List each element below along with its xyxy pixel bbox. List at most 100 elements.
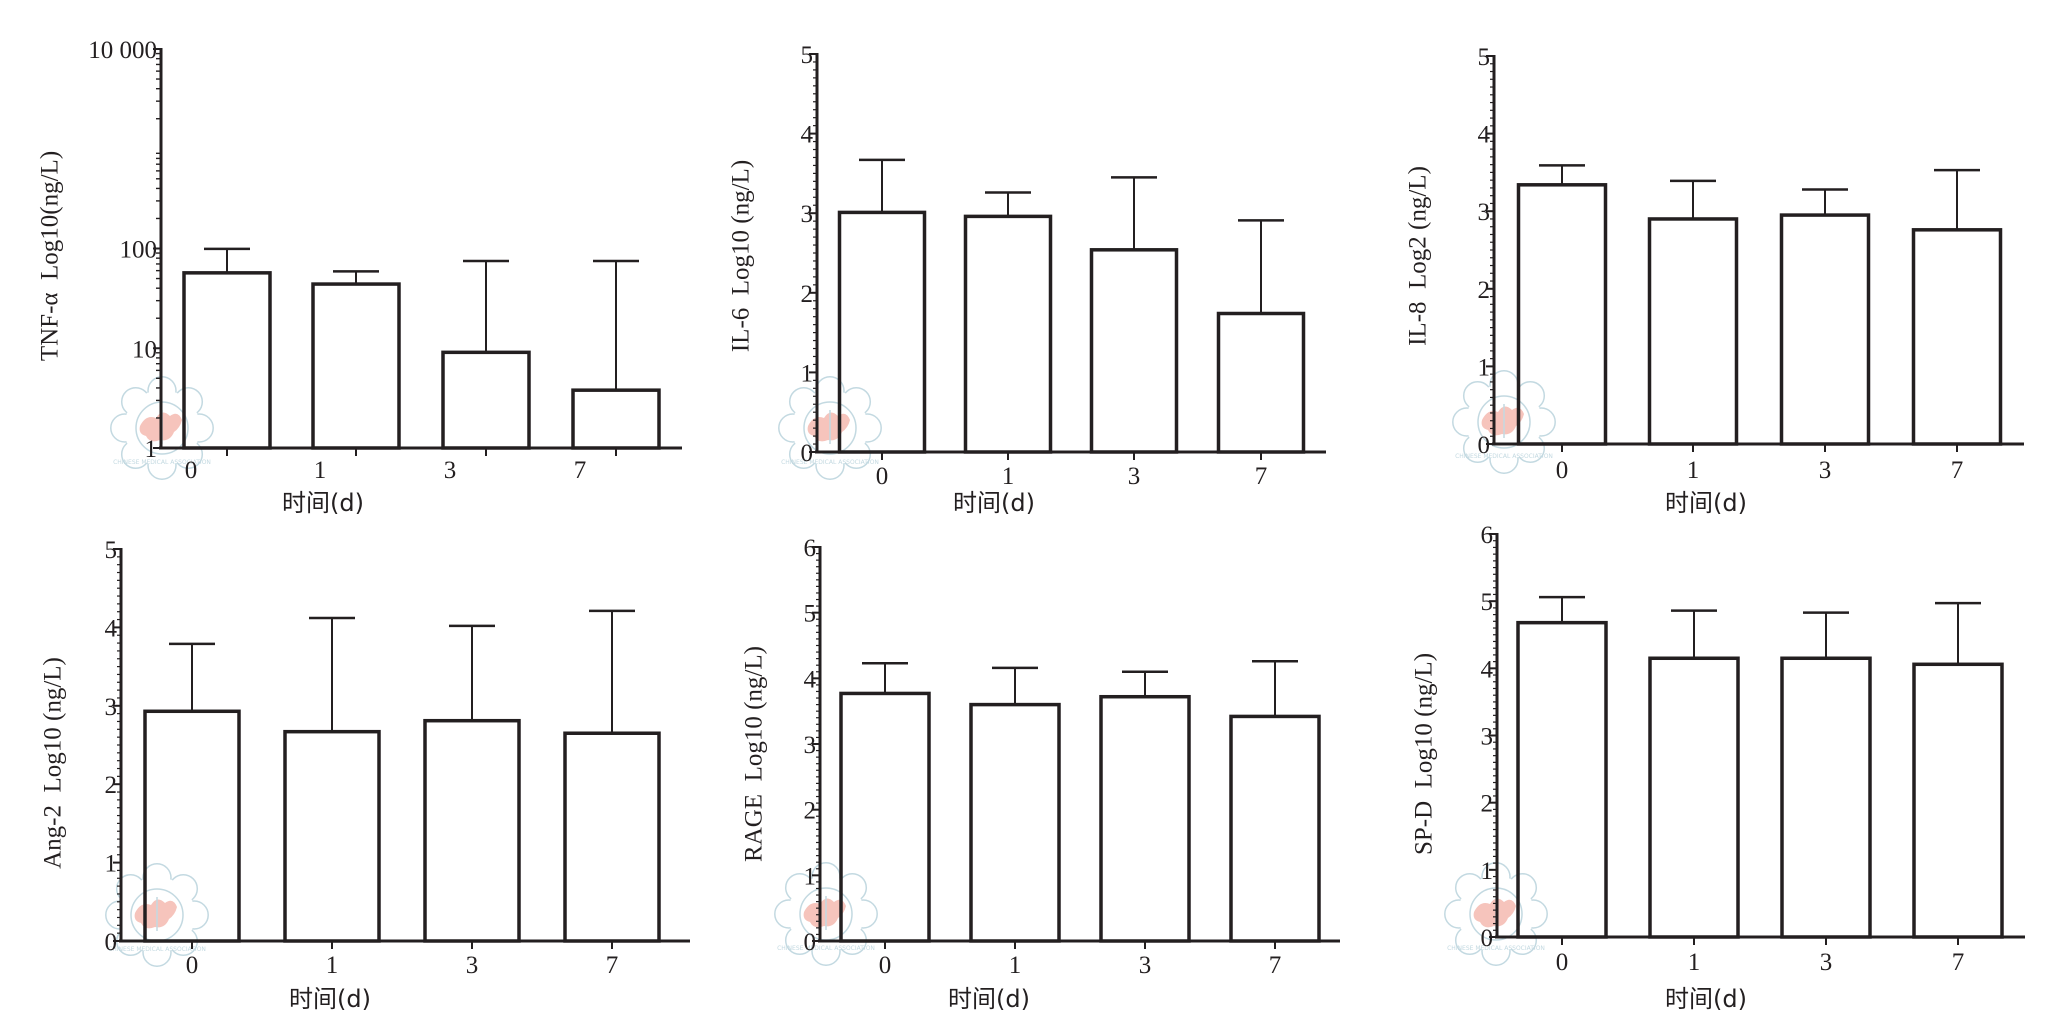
y-tick-label: 1	[1478, 354, 1491, 381]
bar-7	[563, 731, 661, 943]
y-tick-label: 6	[804, 535, 817, 562]
y-axis-title: TNF-α Log10(ng/L)	[37, 151, 64, 361]
y-tick-label: 0	[1481, 925, 1494, 952]
bar-3	[1089, 248, 1179, 454]
bar-3	[1780, 656, 1872, 939]
x-tick-label: 7	[574, 457, 587, 484]
seal-map-shape	[1473, 898, 1516, 928]
x-tick-label: 1	[1687, 457, 1700, 484]
seal-text: CHINESE MEDICAL ASSOCIATION	[781, 459, 879, 466]
x-tick-label: 0	[1556, 457, 1569, 484]
y-tick-label: 1	[145, 436, 158, 463]
x-tick-label: 3	[1819, 457, 1832, 484]
y-tick-label: 3	[1481, 724, 1494, 751]
y-tick-label: 3	[1478, 199, 1491, 226]
x-tick-label: 7	[1269, 952, 1282, 979]
y-axis-title: SP-D Log10 (ng/L)	[1411, 653, 1438, 855]
bar-1	[1648, 656, 1740, 939]
x-tick-label: 1	[1002, 463, 1015, 490]
y-tick-label: 0	[105, 929, 118, 956]
bar-3	[423, 718, 521, 943]
y-tick-label: 1	[804, 863, 817, 890]
y-tick-label: 6	[1481, 522, 1494, 549]
bar-7	[1229, 714, 1321, 943]
x-tick-label: 1	[314, 457, 327, 484]
y-tick-label: 2	[1481, 791, 1494, 818]
x-tick-label: 3	[1820, 949, 1833, 976]
bar-3	[1099, 694, 1191, 943]
x-tick-label: 3	[466, 952, 479, 979]
bar-1	[969, 702, 1061, 943]
y-tick-label: 4	[105, 615, 118, 642]
seal-text: CHINESE MEDICAL ASSOCIATION	[777, 945, 875, 952]
y-tick-label: 4	[801, 122, 814, 149]
y-tick-label: 1	[1481, 858, 1494, 885]
x-tick-label: 7	[1951, 457, 1964, 484]
x-tick-label: 1	[1009, 952, 1022, 979]
x-axis-title: 时间(d)	[282, 489, 364, 517]
y-tick-label: 4	[804, 666, 817, 693]
y-tick-label: 2	[105, 772, 118, 799]
x-tick-label: 7	[1255, 463, 1268, 490]
bar-1	[311, 282, 401, 450]
bar-7	[571, 388, 661, 450]
x-axis-title: 时间(d)	[948, 985, 1030, 1013]
x-axis-title: 时间(d)	[1665, 489, 1747, 517]
seal-map-shape	[803, 898, 846, 928]
y-tick-label: 2	[804, 798, 817, 825]
bar-7	[1912, 662, 2004, 939]
y-tick-label: 5	[804, 601, 817, 628]
x-axis-title: 时间(d)	[953, 489, 1035, 517]
x-tick-label: 3	[1128, 463, 1141, 490]
y-tick-label: 1	[801, 360, 814, 387]
bar-3	[1779, 213, 1871, 446]
x-tick-label: 0	[185, 457, 198, 484]
x-tick-label: 1	[1688, 949, 1701, 976]
x-axis-title: 时间(d)	[1665, 985, 1747, 1013]
x-tick-label: 7	[1952, 949, 1965, 976]
x-tick-label: 0	[879, 952, 892, 979]
x-axis-title: 时间(d)	[289, 985, 371, 1013]
y-tick-label: 100	[120, 237, 158, 264]
y-axis-title: RAGE Log10 (ng/L)	[741, 646, 768, 862]
chinese-medical-association-seal-icon: CHINESE MEDICAL ASSOCIATION	[778, 376, 882, 480]
x-tick-label: 0	[876, 463, 889, 490]
y-tick-label: 0	[804, 929, 817, 956]
seal-inner-ring	[803, 401, 857, 455]
y-tick-label: 4	[1478, 122, 1491, 149]
y-tick-label: 2	[801, 281, 814, 308]
x-tick-label: 3	[444, 457, 457, 484]
y-tick-label: 0	[1478, 432, 1491, 459]
y-tick-label: 3	[105, 694, 118, 721]
bar-1	[1647, 217, 1739, 446]
y-tick-label: 5	[1478, 44, 1491, 71]
x-tick-label: 3	[1139, 952, 1152, 979]
y-tick-label: 5	[1481, 589, 1494, 616]
chinese-medical-association-seal-icon: CHINESE MEDICAL ASSOCIATION	[1452, 370, 1556, 474]
y-tick-label: 1	[105, 851, 118, 878]
y-tick-label: 2	[1478, 277, 1491, 304]
x-tick-label: 0	[186, 952, 199, 979]
bar-1	[283, 729, 381, 943]
y-tick-label: 3	[804, 732, 817, 759]
bar-1	[963, 214, 1053, 454]
x-tick-label: 1	[326, 952, 339, 979]
bar-7	[1911, 228, 2003, 446]
chinese-medical-association-seal-icon: CHINESE MEDICAL ASSOCIATION	[105, 863, 209, 967]
chinese-medical-association-seal-icon: CHINESE MEDICAL ASSOCIATION	[774, 862, 878, 966]
seal-text: CHINESE MEDICAL ASSOCIATION	[108, 946, 206, 953]
bar-3	[441, 350, 531, 450]
y-tick-label: 10	[132, 336, 157, 363]
y-axis-title: IL-6 Log10 (ng/L)	[728, 160, 755, 352]
y-tick-label: 4	[1481, 656, 1494, 683]
y-tick-label: 10 000	[88, 37, 157, 64]
y-tick-label: 5	[801, 42, 814, 69]
seal-text: CHINESE MEDICAL ASSOCIATION	[113, 459, 211, 466]
y-axis-title: Ang-2 Log10 (ng/L)	[40, 657, 67, 869]
seal-inner-ring	[1477, 395, 1531, 449]
